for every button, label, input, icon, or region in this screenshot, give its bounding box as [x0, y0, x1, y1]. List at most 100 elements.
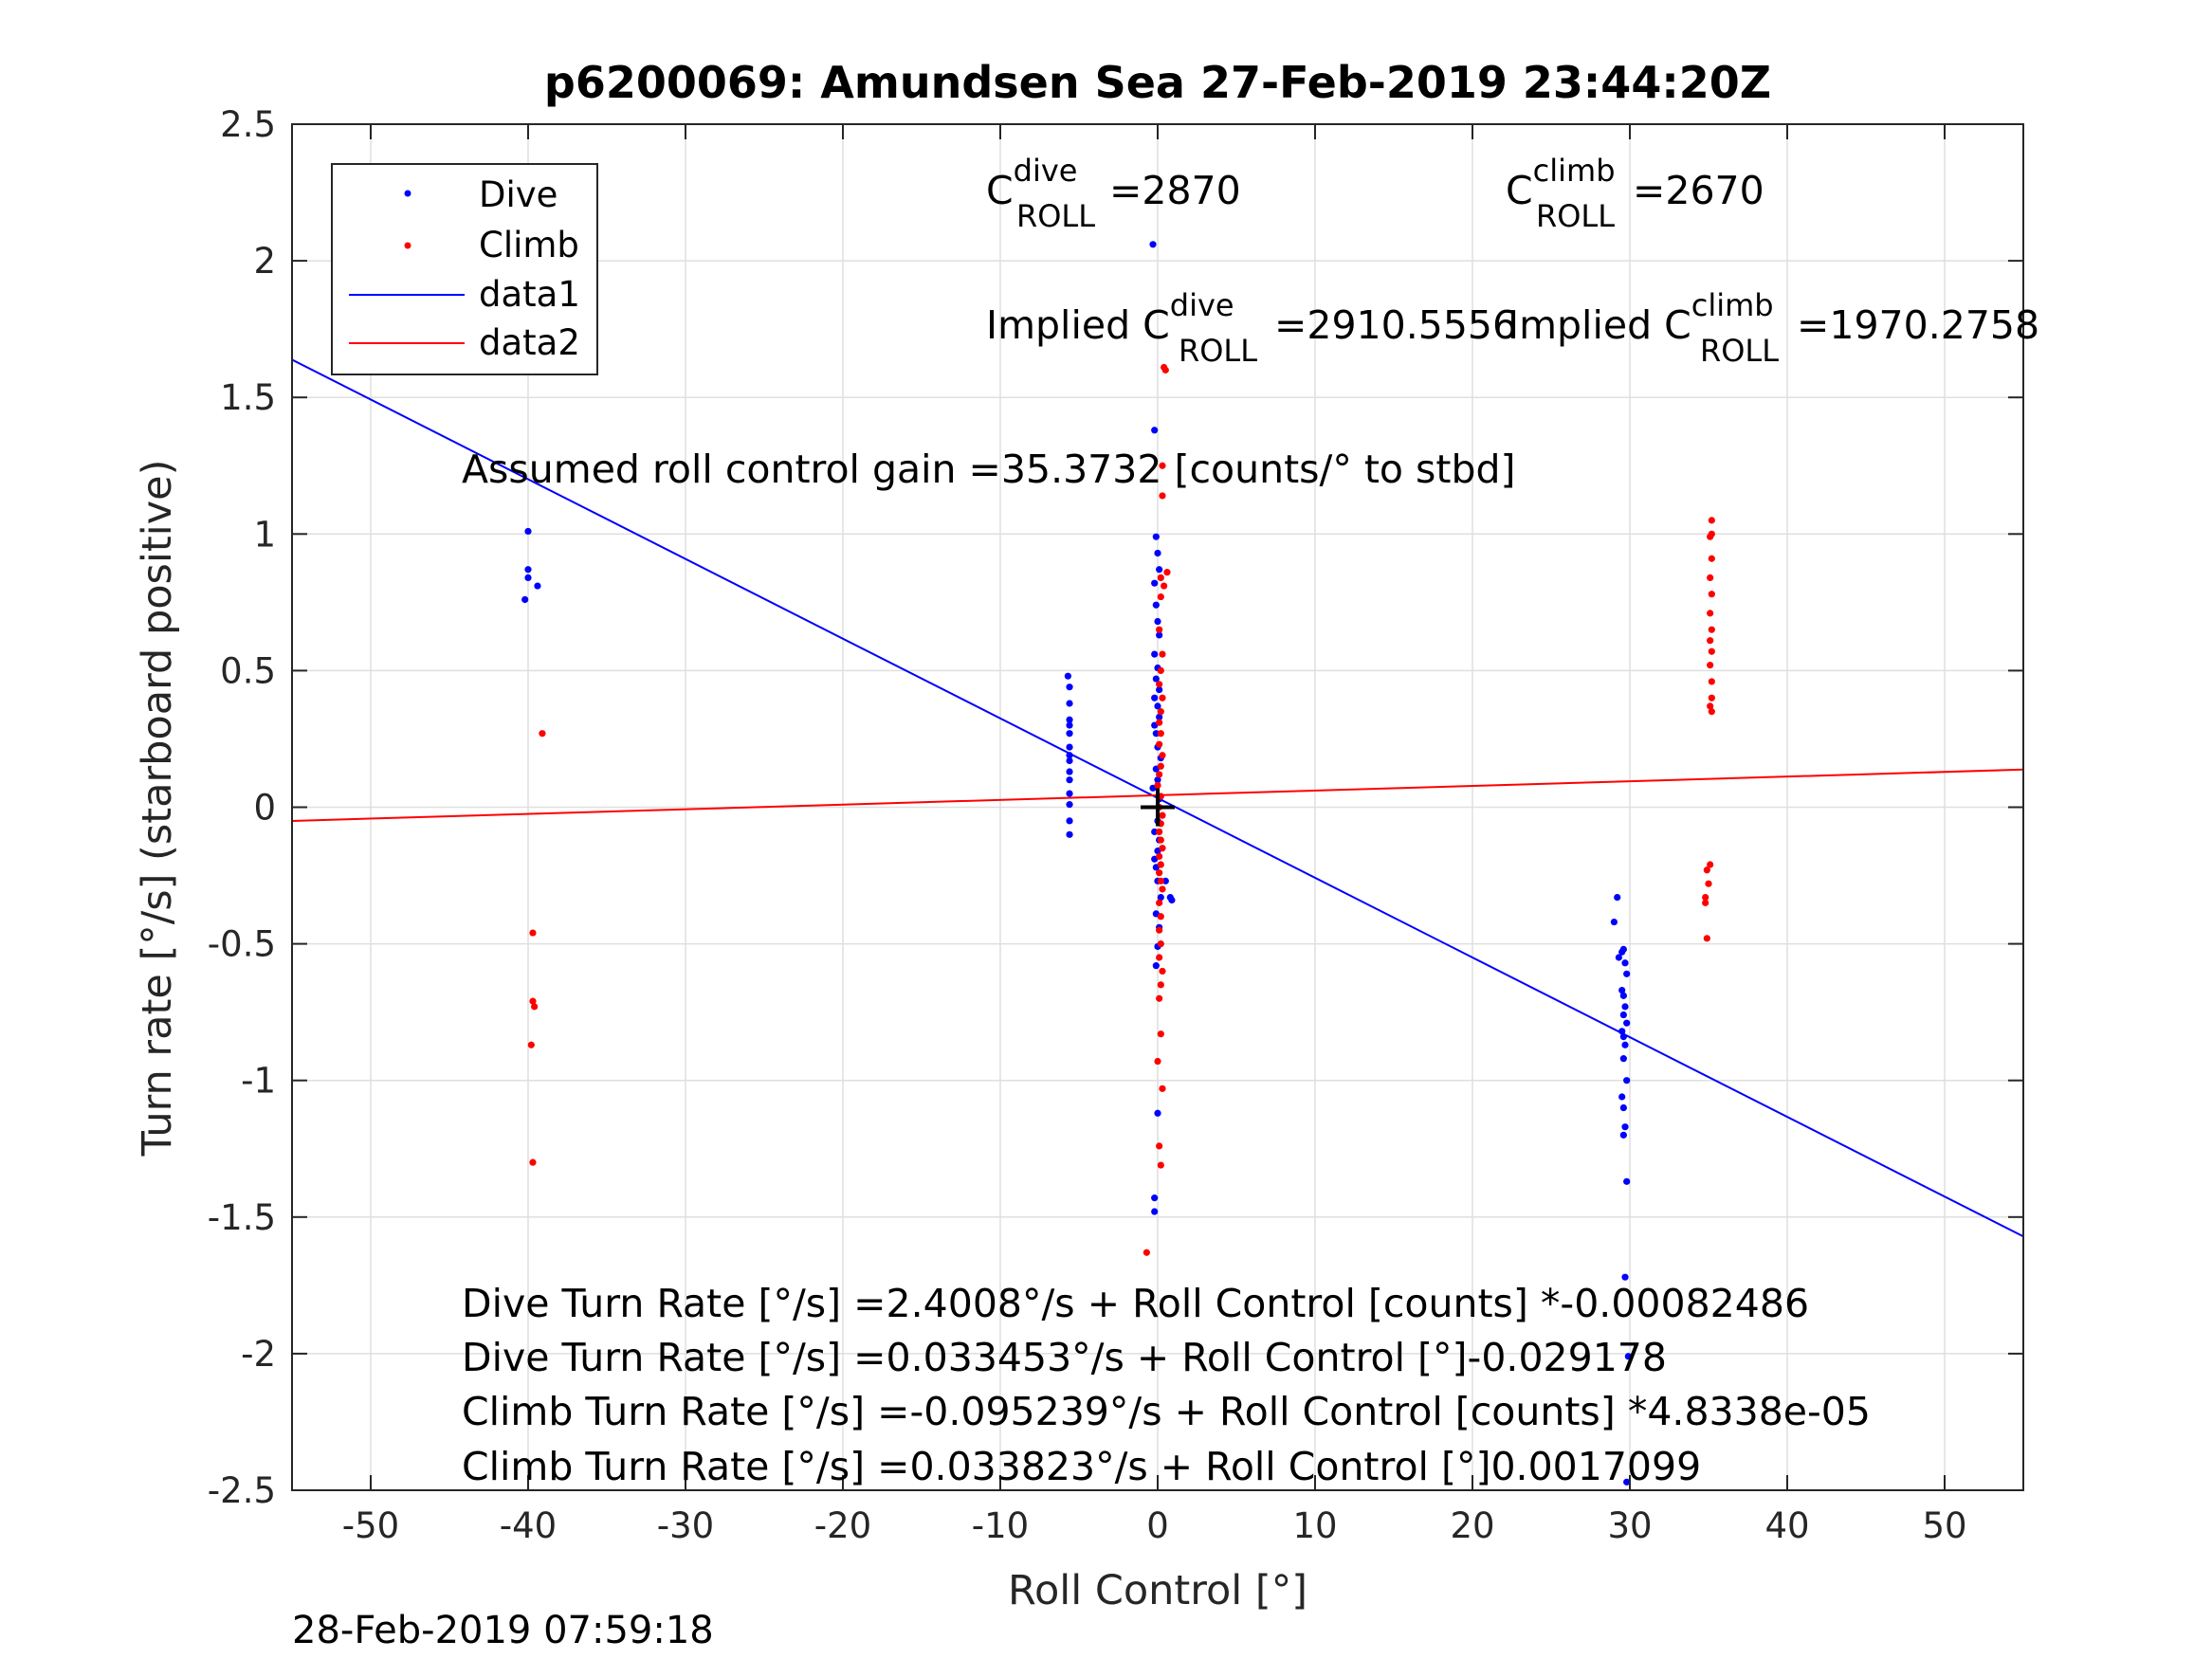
y-axis-label: Turn rate [°/s] (starboard positive) — [134, 460, 181, 1158]
equation-1: Dive Turn Rate [°/s] =2.4008°/s + Roll C… — [462, 1281, 1809, 1326]
climb-point — [529, 929, 537, 937]
climb-point — [1156, 681, 1163, 688]
climb-point — [1707, 533, 1714, 540]
dive-point — [524, 527, 532, 536]
dive-point — [1621, 1003, 1629, 1011]
dive-point — [1621, 1273, 1629, 1281]
plot-area — [292, 241, 2023, 1486]
climb-point — [1157, 861, 1164, 868]
equation-4: Climb Turn Rate [°/s] =0.033823°/s + Rol… — [462, 1444, 1701, 1489]
dive-point — [1168, 896, 1176, 904]
dive-point — [1066, 700, 1073, 707]
c-dive-value: =2870 — [1109, 168, 1241, 213]
climb-point — [1157, 981, 1164, 989]
climb-point — [1708, 517, 1715, 524]
dive-point — [1154, 702, 1161, 710]
implied-dive-prefix: Implied C — [986, 302, 1170, 348]
legend-data2-label: data2 — [479, 322, 580, 363]
climb-point — [1156, 828, 1163, 836]
dive-point — [1619, 1131, 1627, 1139]
dive-point — [1152, 601, 1160, 609]
climb-point — [1708, 591, 1715, 598]
dive-point — [1614, 894, 1621, 902]
climb-point — [1159, 967, 1166, 975]
climb-point — [1157, 1161, 1164, 1169]
climb-point — [527, 1041, 535, 1048]
implied-dive-annotation: Implied Cdive ROLL =2910.5556 — [986, 287, 1517, 369]
dive-point — [1151, 1208, 1159, 1215]
climb-point — [1154, 781, 1161, 790]
dive-point — [1621, 959, 1629, 967]
y-tick-label: 0.5 — [220, 650, 276, 691]
climb-point — [1157, 666, 1164, 675]
x-tick-label: 40 — [1764, 1505, 1809, 1546]
climb-point — [1702, 894, 1709, 902]
dive-point — [1066, 817, 1073, 825]
dive-point — [1623, 1478, 1631, 1486]
dive-point — [1154, 776, 1161, 784]
climb-point — [529, 997, 537, 1005]
dive-point — [1624, 1353, 1632, 1360]
dive-point — [1066, 743, 1073, 751]
dive-point — [1154, 549, 1161, 557]
climb-point — [1156, 869, 1163, 877]
equation-2: Dive Turn Rate [°/s] =0.033453°/s + Roll… — [462, 1335, 1667, 1380]
implied-climb-prefix: Implied C — [1508, 302, 1691, 348]
climb-point — [1157, 940, 1164, 948]
dive-point — [1156, 685, 1163, 694]
dive-point — [1066, 776, 1073, 784]
implied-dive-sup: dive — [1170, 287, 1234, 323]
y-tick-label: -0.5 — [208, 924, 276, 965]
x-tick-label: 0 — [1146, 1505, 1169, 1546]
y-tick-label: -2 — [241, 1334, 276, 1375]
equation-3: Climb Turn Rate [°/s] =-0.095239°/s + Ro… — [462, 1389, 1871, 1434]
x-tick-label: -30 — [657, 1505, 714, 1546]
x-axis-label: Roll Control [°] — [1008, 1567, 1307, 1614]
dive-point — [1610, 918, 1618, 926]
climb-point — [1159, 462, 1166, 469]
dive-point — [1621, 1123, 1629, 1131]
climb-point — [1156, 740, 1163, 748]
x-tick-label: -40 — [500, 1505, 557, 1546]
climb-point — [1708, 694, 1715, 702]
climb-point — [1156, 994, 1163, 1002]
legend-climb-marker — [404, 242, 411, 249]
c-dive-sup: dive — [1014, 153, 1078, 189]
dive-point — [1152, 730, 1160, 738]
dive-point — [524, 574, 532, 582]
y-tick-label: 0 — [253, 788, 276, 829]
legend-data1-label: data1 — [479, 274, 580, 315]
c-climb-base: C — [1506, 168, 1533, 213]
x-tick-label: 30 — [1607, 1505, 1652, 1546]
implied-dive-value: =2910.5556 — [1274, 302, 1517, 348]
dive-point — [1066, 757, 1073, 765]
climb-point — [1156, 926, 1163, 934]
x-tick-label: 10 — [1292, 1505, 1337, 1546]
climb-point — [1154, 1057, 1161, 1066]
dive-point — [1151, 427, 1159, 434]
legend-dive-label: Dive — [479, 174, 558, 215]
climb-point — [531, 1003, 539, 1011]
x-tick-label: -50 — [342, 1505, 399, 1546]
climb-point — [1161, 582, 1168, 590]
c-climb-sub: ROLL — [1536, 198, 1615, 234]
dive-point — [524, 566, 532, 574]
dive-point — [1161, 877, 1169, 884]
dive-point — [1154, 1109, 1161, 1117]
dive-point — [1619, 1032, 1627, 1041]
dive-point — [1066, 830, 1073, 838]
legend-dive-marker — [404, 190, 411, 197]
dive-point — [1152, 533, 1160, 540]
dive-point — [1619, 992, 1627, 999]
climb-point — [1707, 574, 1714, 582]
climb-point — [1159, 885, 1166, 893]
dive-point — [1618, 1093, 1626, 1101]
y-tick-label: -1 — [241, 1061, 276, 1102]
dive-point — [1619, 945, 1627, 953]
dive-point — [1154, 617, 1161, 626]
dive-point — [1619, 1055, 1627, 1063]
x-tick-label: 20 — [1450, 1505, 1494, 1546]
climb-point — [1157, 708, 1164, 716]
climb-point — [1702, 899, 1709, 906]
implied-climb-annotation: Implied Cclimb ROLL =1970.2758 — [1508, 287, 2039, 369]
